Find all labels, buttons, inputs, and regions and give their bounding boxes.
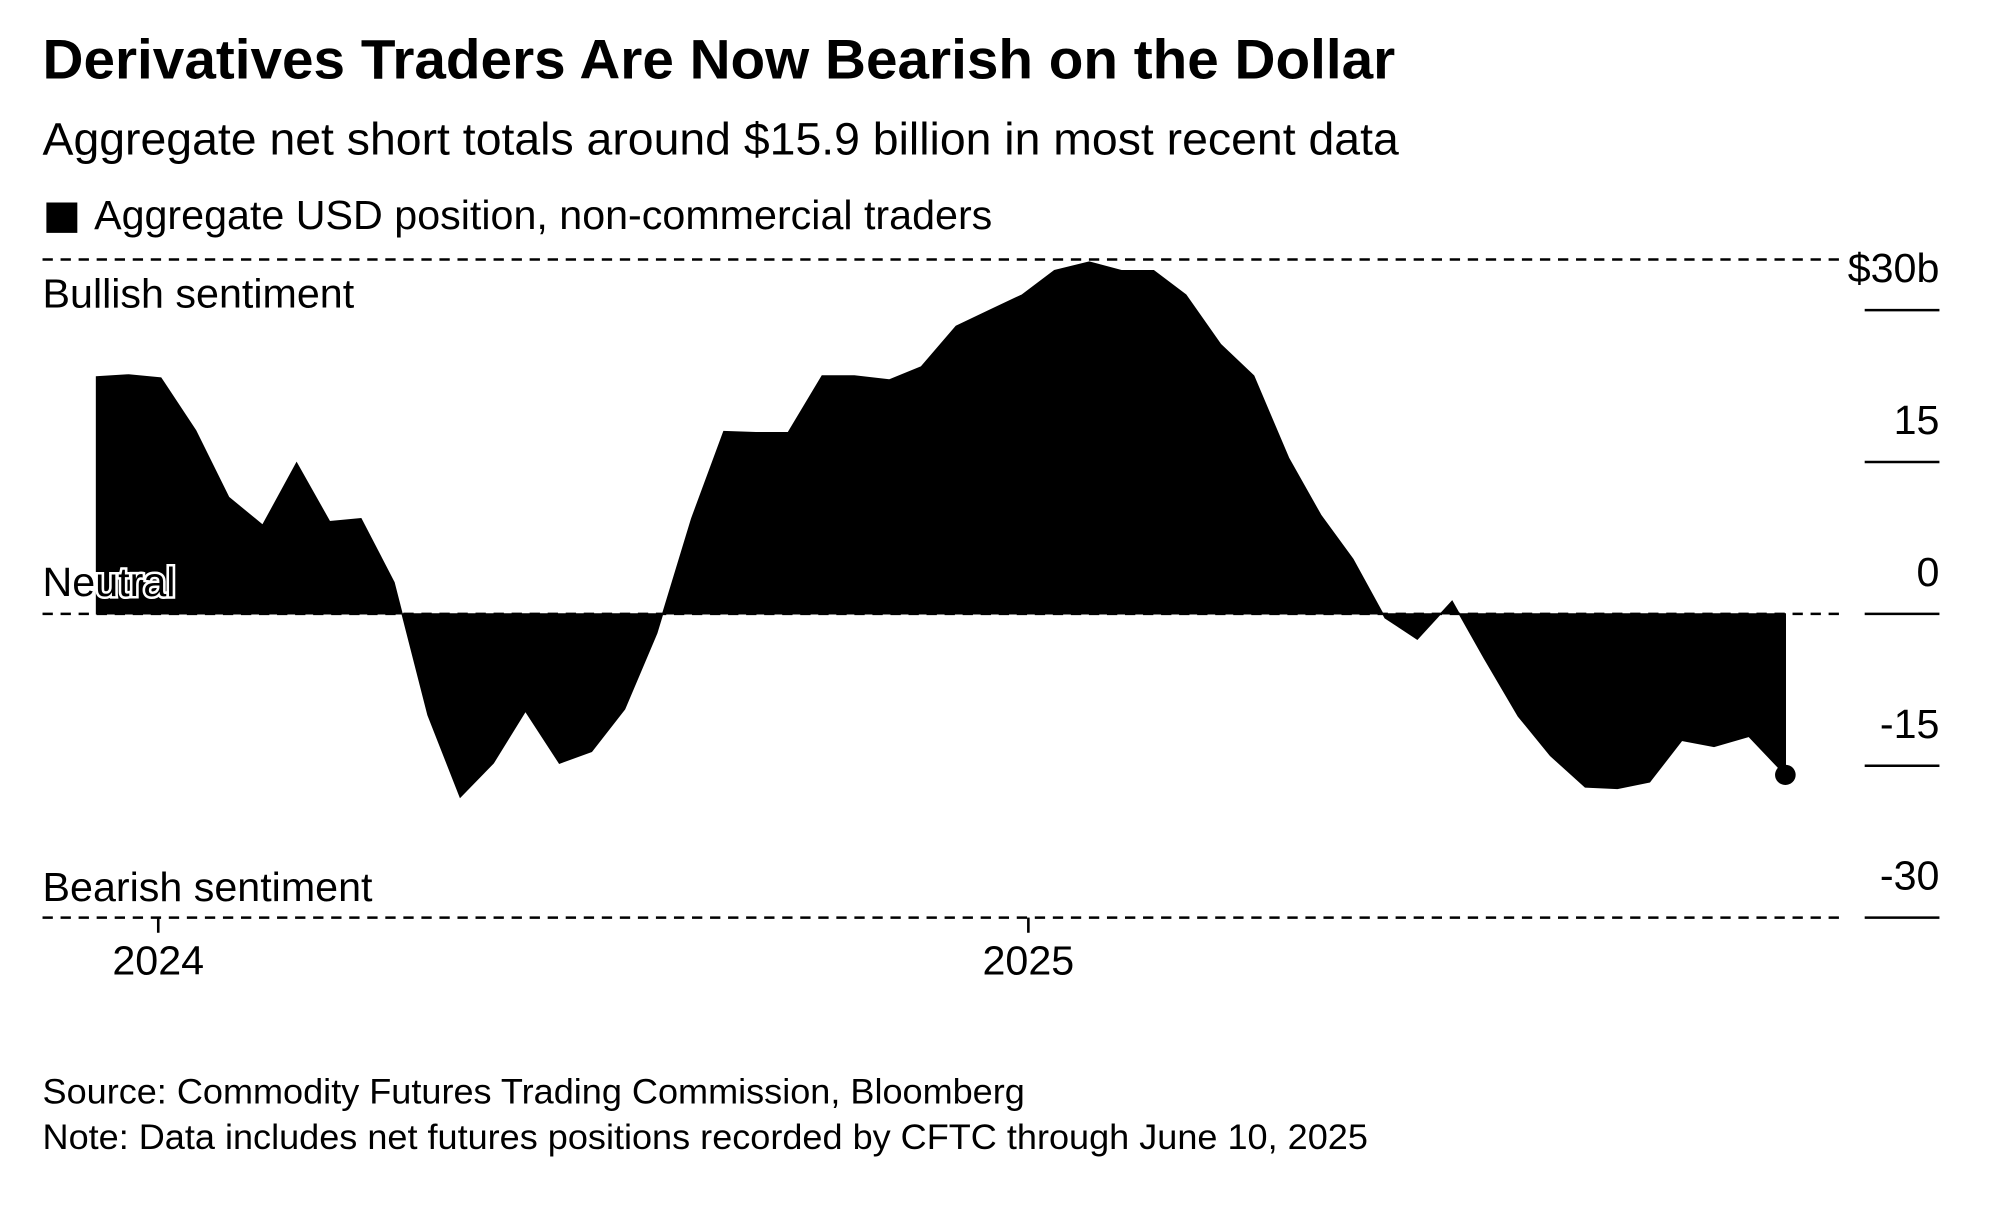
y-tick-label: $30b — [1848, 246, 1940, 292]
area — [95, 261, 1787, 799]
y-tick-label: 0 — [1916, 549, 1939, 595]
end-dot — [1775, 764, 1796, 785]
note: Note: Data includes net futures position… — [43, 1117, 1368, 1157]
annotation: Bearish sentiment — [43, 864, 374, 910]
chart-title: Derivatives Traders Are Now Bearish on t… — [43, 28, 1396, 90]
y-tick-label: -30 — [1880, 853, 1940, 899]
y-tick-label: -15 — [1880, 701, 1940, 747]
annotation: Neutral — [43, 559, 176, 605]
legend-label: Aggregate USD position, non-commercial t… — [94, 192, 992, 238]
y-tick-label: 15 — [1894, 397, 1940, 443]
x-tick-label: 2025 — [982, 938, 1074, 984]
source: Source: Commodity Futures Trading Commis… — [43, 1072, 1025, 1112]
chart-subtitle: Aggregate net short totals around $15.9 … — [43, 113, 1400, 165]
annotation: Bullish sentiment — [43, 271, 355, 317]
legend-swatch — [46, 202, 78, 233]
x-tick-label: 2024 — [112, 938, 204, 984]
